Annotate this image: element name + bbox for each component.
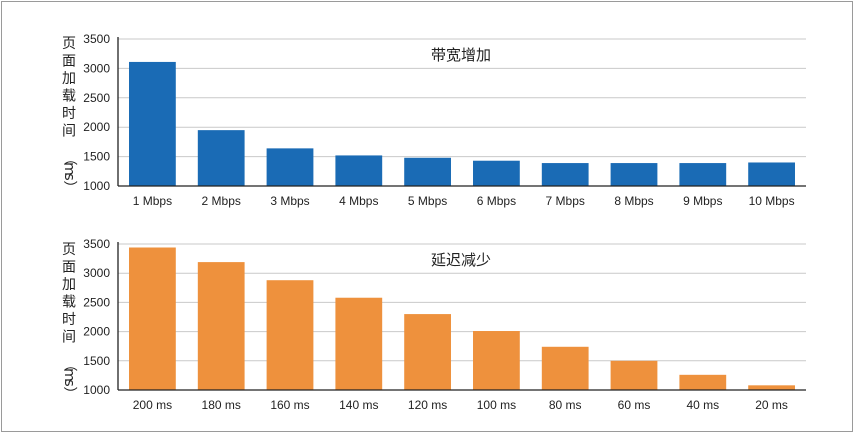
x-tick-label: 5 Mbps [408,194,447,208]
bar [335,297,383,390]
y-tick-label: 3000 [83,266,110,280]
y-tick-label: 3500 [83,237,110,251]
x-tick-label: 100 ms [477,398,516,412]
y-tick-label: 3500 [83,32,110,46]
x-tick-label: 80 ms [549,398,582,412]
y-tick-label: 1500 [83,150,110,164]
y-axis-label: 页面加载时间 [62,36,76,140]
x-tick-label: 40 ms [686,398,719,412]
bar [404,157,451,186]
bar [473,160,520,186]
bar [197,130,245,186]
x-tick-label: 7 Mbps [546,194,585,208]
bar [335,155,383,186]
bar [266,148,314,186]
bar [748,162,795,186]
y-tick-label: 2000 [83,120,110,134]
y-tick-label: 2000 [83,325,110,339]
chart-title: 延迟减少 [431,251,491,269]
bar [610,163,658,186]
x-tick-label: 200 ms [133,398,172,412]
bar [266,280,314,390]
x-tick-label: 180 ms [202,398,241,412]
y-axis-label-char: ） [61,387,77,401]
x-tick-label: 1 Mbps [133,194,172,208]
x-tick-label: 4 Mbps [339,194,378,208]
y-axis-label-char: s [61,173,77,180]
bar [197,262,245,390]
y-axis-label-char: （ [61,358,77,372]
chart-title: 带宽增加 [431,46,491,64]
bar [679,163,727,186]
y-tick-label: 2500 [83,295,110,309]
x-tick-label: 160 ms [270,398,309,412]
x-tick-label: 140 ms [339,398,378,412]
x-tick-label: 6 Mbps [477,194,516,208]
x-tick-label: 60 ms [618,398,651,412]
y-tick-label: 1500 [83,354,110,368]
y-axis-label-char: ） [61,181,77,195]
bar [679,374,727,390]
bar [748,385,795,390]
bar [610,360,658,390]
bar [129,247,176,390]
bar [541,346,589,390]
x-tick-label: 9 Mbps [683,194,722,208]
x-tick-label: 2 Mbps [202,194,241,208]
y-axis-label: 页面加载时间 [62,242,76,346]
y-tick-label: 2500 [83,91,110,105]
y-tick-label: 1000 [83,383,110,397]
x-tick-label: 10 Mbps [749,194,795,208]
y-axis-label-char: m [61,162,77,176]
bar [404,314,451,390]
y-axis-label-char: s [61,379,77,386]
y-axis-label-char: （ [61,152,77,166]
x-tick-label: 20 ms [755,398,788,412]
x-tick-label: 120 ms [408,398,447,412]
x-tick-label: 8 Mbps [614,194,653,208]
y-tick-label: 3000 [83,61,110,75]
y-tick-label: 1000 [83,179,110,193]
bar [129,61,176,186]
bar [541,163,589,186]
bar [473,331,520,390]
x-tick-label: 3 Mbps [270,194,309,208]
y-axis-label-char: m [61,368,77,382]
